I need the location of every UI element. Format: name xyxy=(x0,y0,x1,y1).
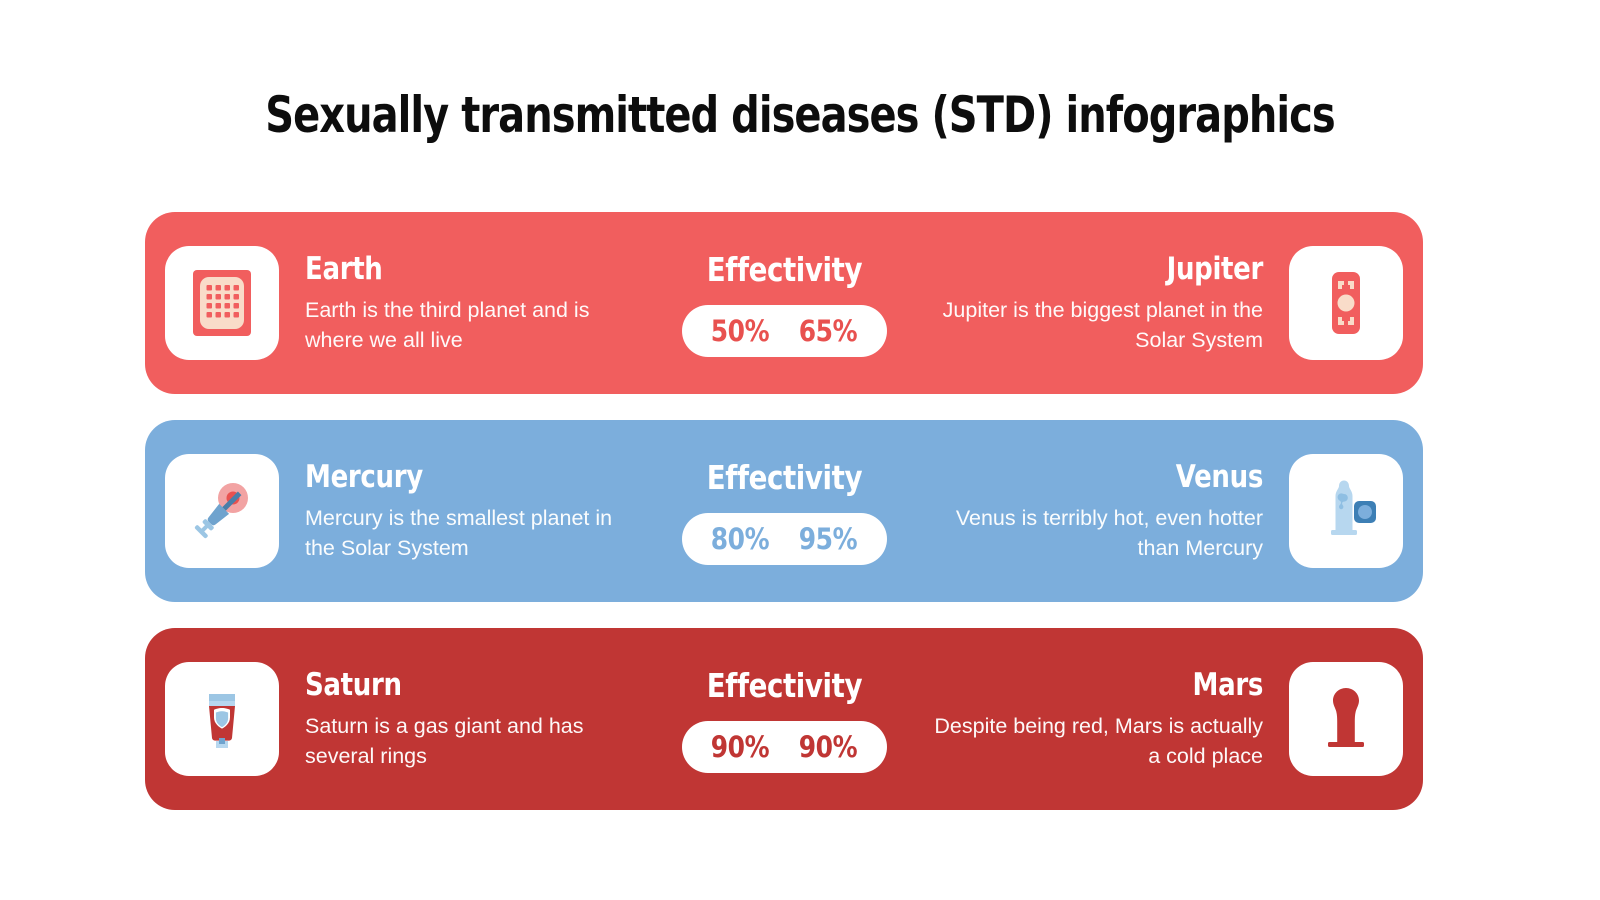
planet-name-venus: Venus xyxy=(1175,458,1264,495)
mars-text-block: Mars Despite being red, Mars is actually… xyxy=(933,668,1263,771)
planet-desc-mars: Despite being red, Mars is actually a co… xyxy=(934,713,1263,768)
effectivity-value-right: 95% xyxy=(799,521,858,556)
planet-name-saturn: Saturn xyxy=(305,666,402,703)
planet-desc-saturn: Saturn is a gas giant and has several ri… xyxy=(305,713,584,768)
effectivity-value-left: 80% xyxy=(710,521,770,556)
planet-desc-mercury: Mercury is the smallest planet in the So… xyxy=(305,505,613,560)
planet-name-earth: Earth xyxy=(305,250,383,287)
effectivity-label: Effectivity xyxy=(706,457,862,497)
saturn-text-block: Saturn Saturn is a gas giant and has sev… xyxy=(305,668,635,771)
page-title: Sexually transmitted diseases (STD) info… xyxy=(265,86,1335,144)
card-list: Earth Earth is the third planet and is w… xyxy=(145,212,1423,810)
syringe-injection-icon-tile xyxy=(165,454,279,568)
venus-text-block: Venus Venus is terribly hot, even hotter… xyxy=(933,460,1263,563)
cervical-cap-icon-tile xyxy=(1289,662,1403,776)
planet-desc-venus: Venus is terribly hot, even hotter than … xyxy=(955,505,1263,560)
cervical-cap-icon xyxy=(1309,682,1383,756)
effectivity-block-red: Effectivity 50% 65% xyxy=(635,250,933,357)
planet-name-jupiter: Jupiter xyxy=(1166,250,1264,287)
card-earth-jupiter[interactable]: Earth Earth is the third planet and is w… xyxy=(145,212,1423,394)
condom-and-wrapper-icon xyxy=(1309,474,1383,548)
effectivity-value-right: 65% xyxy=(799,313,858,348)
pill-pack-icon xyxy=(185,266,259,340)
effectivity-label: Effectivity xyxy=(706,665,862,705)
planet-name-mercury: Mercury xyxy=(305,458,423,495)
effectivity-value-left: 90% xyxy=(710,729,770,764)
lubricant-tube-icon-tile xyxy=(165,662,279,776)
effectivity-block-darkred: Effectivity 90% 90% xyxy=(635,666,933,773)
card-mercury-venus[interactable]: Mercury Mercury is the smallest planet i… xyxy=(145,420,1423,602)
effectivity-pill[interactable]: 50% 65% xyxy=(681,304,887,357)
syringe-injection-icon xyxy=(185,474,259,548)
mercury-text-block: Mercury Mercury is the smallest planet i… xyxy=(305,460,635,563)
effectivity-value-left: 50% xyxy=(710,313,770,348)
effectivity-value-right: 90% xyxy=(799,729,858,764)
planet-desc-earth: Earth is the third planet and is where w… xyxy=(305,297,590,352)
effectivity-pill[interactable]: 90% 90% xyxy=(681,720,887,773)
effectivity-pill[interactable]: 80% 95% xyxy=(681,512,887,565)
condom-wrapper-icon-tile xyxy=(1289,246,1403,360)
condom-wrapper-icon xyxy=(1309,266,1383,340)
effectivity-block-blue: Effectivity 80% 95% xyxy=(635,458,933,565)
jupiter-text-block: Jupiter Jupiter is the biggest planet in… xyxy=(933,250,1264,355)
earth-text-block: Earth Earth is the third planet and is w… xyxy=(305,252,635,355)
card-saturn-mars[interactable]: Saturn Saturn is a gas giant and has sev… xyxy=(145,628,1423,810)
pill-pack-icon-tile xyxy=(165,246,279,360)
effectivity-label: Effectivity xyxy=(706,249,862,289)
planet-name-mars: Mars xyxy=(1192,666,1264,703)
lubricant-tube-icon xyxy=(185,682,259,756)
condom-and-wrapper-icon-tile xyxy=(1289,454,1403,568)
planet-desc-jupiter: Jupiter is the biggest planet in the Sol… xyxy=(942,297,1263,352)
